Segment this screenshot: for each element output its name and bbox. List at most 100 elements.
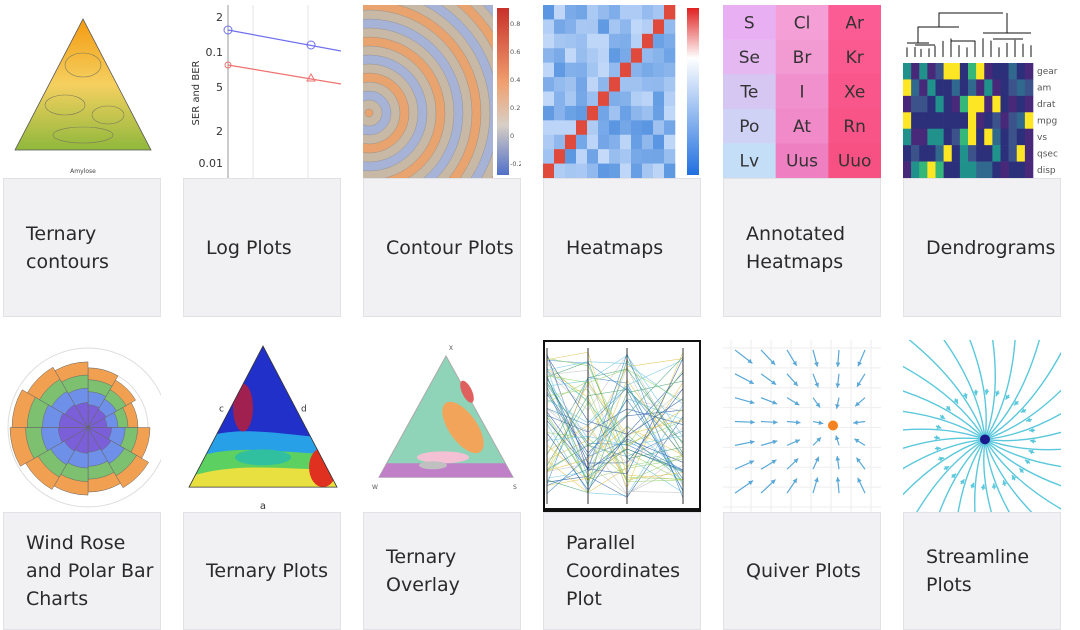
arrow-head <box>795 419 801 425</box>
card-label[interactable]: Wind Rose and Polar Bar Charts <box>3 512 161 630</box>
marker <box>224 61 232 69</box>
card-label[interactable]: Dendrograms <box>903 178 1061 317</box>
pc-line <box>546 453 684 496</box>
heatmap-cell <box>935 161 944 178</box>
heatmap-cell <box>828 143 881 178</box>
heatmap-cell <box>598 77 610 92</box>
card-label[interactable]: Quiver Plots <box>723 512 881 630</box>
heatmap-cell <box>631 62 643 78</box>
pc-line <box>546 443 684 480</box>
heatmap-cell <box>1016 145 1026 162</box>
card-label[interactable]: Log Plots <box>183 178 341 317</box>
tree-line <box>907 12 1031 46</box>
arrow-head <box>991 483 997 488</box>
heatmap-cell <box>609 91 621 107</box>
heatmap-cell <box>1000 145 1009 162</box>
gallery-card[interactable]: Heatmaps <box>543 5 701 317</box>
streamline <box>903 428 986 441</box>
heatmap-cell <box>653 91 665 107</box>
thumb-text: Kr <box>846 48 864 68</box>
gallery-card[interactable]: Parallel Coordinates Plot <box>543 340 701 630</box>
heatmap-cell <box>927 128 936 146</box>
heatmap-cell <box>919 63 928 80</box>
heatmap-cell <box>968 161 977 178</box>
arrow-head <box>747 358 753 364</box>
heatmap-cell <box>903 128 912 146</box>
gallery-card[interactable]: 0.8 0.6 0.4 0.2 0 -0.2 Contour Plots <box>363 5 521 317</box>
thumbnail[interactable]: Amylose <box>3 5 161 178</box>
thumbnail[interactable]: S Se Te Po Lv Cl Br I At Uus Ar Kr Xe Rn Uuo <box>723 5 881 178</box>
heatmap-cell <box>642 149 654 164</box>
gallery-card[interactable]: a c d Ternary Plots <box>183 340 341 630</box>
heatmap-cell <box>992 112 1001 130</box>
thumbnail[interactable]: X W S <box>363 340 521 512</box>
card-label[interactable]: Parallel Coordinates Plot <box>543 512 701 630</box>
heatmap-cell <box>642 91 654 107</box>
card-label[interactable]: Ternary contours <box>3 178 161 317</box>
region <box>419 461 447 470</box>
band <box>379 463 513 478</box>
gallery-card[interactable]: S Se Te Po Lv Cl Br I At Uus Ar Kr Xe Rn Uuo Annotated … <box>723 5 881 317</box>
heatmap-cell <box>935 145 944 162</box>
heatmap-cell <box>828 74 881 110</box>
gallery-card[interactable]: Wind Rose and Polar Bar Charts <box>3 340 161 630</box>
heatmap-cell <box>653 19 665 35</box>
thumbnail[interactable]: gear am drat mpg vs qsec disp <box>903 5 1061 178</box>
heatmap-cell <box>609 134 621 150</box>
heatmap-cell <box>664 163 676 178</box>
heatmap-cell <box>919 145 928 162</box>
arrow-head <box>953 398 958 404</box>
heatmap-cell <box>620 105 632 121</box>
pc-line <box>546 380 684 494</box>
gallery-card[interactable]: Streamline Plots <box>903 340 1061 630</box>
card-label[interactable]: Ternary Plots <box>183 512 341 630</box>
heatmap-cell <box>565 105 577 121</box>
streamline <box>908 340 986 440</box>
heatmap-cell <box>598 163 610 178</box>
thumb-text: S <box>744 13 755 33</box>
thumbnail[interactable] <box>903 340 1061 512</box>
card-label[interactable]: Contour Plots <box>363 178 521 317</box>
arrow-head <box>818 420 824 426</box>
thumbnail[interactable]: SER and BER 2 0.1 5 2 0.01 <box>183 5 341 178</box>
heatmap-cell <box>620 33 632 49</box>
thumb-text: Xe <box>844 83 865 103</box>
heatmap-cell <box>543 163 555 178</box>
pc-line <box>546 354 684 455</box>
heatmap-cell <box>543 48 555 63</box>
gallery-card[interactable]: SER and BER 2 0.1 5 2 0.01 Log Plots <box>183 5 341 317</box>
heatmap-cell <box>576 105 588 121</box>
thumbnail[interactable] <box>543 340 701 512</box>
arrow-head <box>814 456 820 462</box>
thumbnail[interactable] <box>3 340 161 512</box>
arrow-head <box>857 477 862 483</box>
heatmap-cell <box>992 95 1001 113</box>
heatmap-cell <box>959 63 969 80</box>
heatmap-cell <box>664 19 676 35</box>
heatmap-cell <box>620 163 632 178</box>
gallery-card[interactable]: gear am drat mpg vs qsec disp Dendrograms <box>903 5 1061 317</box>
card-label[interactable]: Annotated Heatmaps <box>723 178 881 317</box>
heatmap-cell <box>620 48 632 63</box>
card-label[interactable]: Ternary Overlay <box>363 512 521 630</box>
thumb-text: 0 <box>510 132 514 140</box>
triangle <box>14 18 152 151</box>
arrow-head <box>794 439 800 444</box>
heatmap-cell <box>565 48 577 63</box>
card-label[interactable]: Streamline Plots <box>903 512 1061 630</box>
gallery-card[interactable]: Quiver Plots <box>723 340 881 630</box>
thumbnail[interactable]: a c d <box>183 340 341 512</box>
heatmap-cell <box>984 63 993 80</box>
gallery-card[interactable]: X W S Ternary Overlay <box>363 340 521 630</box>
thumb-text: a <box>260 501 266 512</box>
gallery-card[interactable]: Amylose Ternary contours <box>3 5 161 317</box>
arrow-head <box>1002 480 1007 486</box>
thumbnail[interactable] <box>543 5 701 178</box>
heatmap-cell <box>968 79 977 97</box>
thumbnail[interactable] <box>723 340 881 512</box>
blob <box>309 447 337 488</box>
band <box>189 467 337 488</box>
thumbnail[interactable]: 0.8 0.6 0.4 0.2 0 -0.2 <box>363 5 521 178</box>
heatmap-cell <box>911 95 920 113</box>
card-label[interactable]: Heatmaps <box>543 178 701 317</box>
